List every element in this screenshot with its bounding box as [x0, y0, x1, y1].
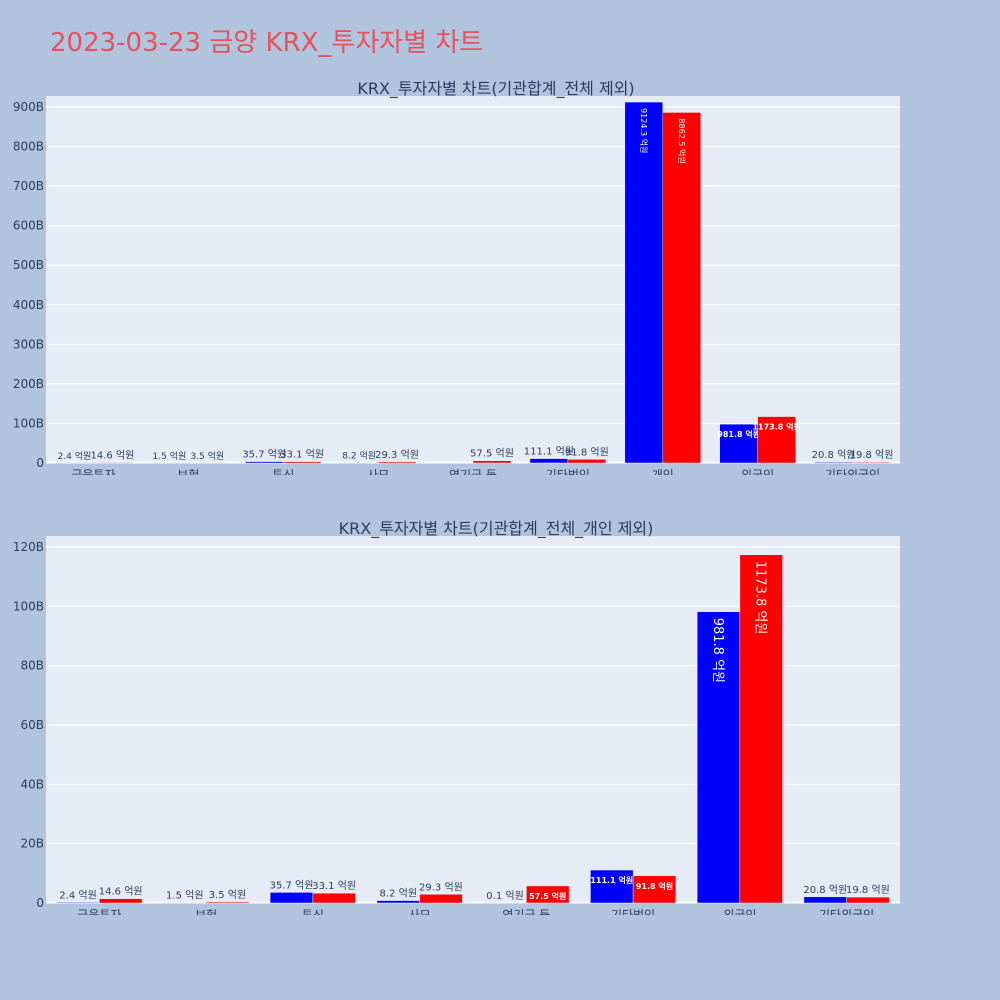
data-label: 1.5 억원	[166, 890, 203, 902]
y-tick-label: 100B	[13, 599, 44, 613]
bar	[56, 902, 100, 904]
y-tick-label: 600B	[13, 219, 44, 233]
x-tick-label: 외국인	[741, 468, 774, 475]
y-tick-label: 200B	[13, 377, 44, 391]
data-label: 19.8 억원	[850, 449, 894, 461]
bar	[526, 885, 570, 904]
x-tick-label: 기타법인	[546, 468, 590, 475]
x-tick-label: 보험	[195, 908, 217, 915]
bar	[419, 894, 463, 904]
y-tick-label: 500B	[13, 258, 44, 272]
data-label: 981.8 억원	[710, 618, 725, 683]
data-label: 8.2 억원	[380, 888, 417, 900]
bar	[269, 892, 314, 904]
bar	[852, 461, 891, 464]
data-label: 8862.5 억원	[677, 118, 687, 163]
y-tick-label: 800B	[13, 140, 44, 154]
bar	[814, 461, 853, 464]
x-tick-label: 투신	[302, 908, 324, 915]
bar	[632, 875, 677, 904]
data-label: 1173.8 억원	[752, 422, 800, 432]
y-tick-label: 0	[36, 896, 44, 910]
page-title: 2023-03-23 금양 KRX_투자자별 차트	[50, 28, 484, 58]
bar	[757, 416, 796, 464]
bar	[624, 101, 664, 464]
x-tick-label: 기타외국인	[825, 468, 880, 475]
bar	[529, 458, 569, 464]
bar	[846, 896, 890, 904]
chart-title: KRX_투자자별 차트(기관합계_전체 제외)	[357, 79, 634, 99]
x-tick-label: 기타법인	[611, 908, 655, 915]
data-label: 111.1 억원	[524, 446, 574, 458]
chart-title: KRX_투자자별 차트(기관합계_전체_개인 제외)	[339, 519, 654, 539]
bar	[803, 896, 847, 904]
bar	[205, 901, 250, 904]
data-label: 14.6 억원	[99, 886, 143, 898]
data-label: 3.5 억원	[190, 450, 224, 462]
bar	[377, 461, 417, 464]
y-tick-label: 300B	[13, 337, 44, 351]
data-label: 9124.3 억원	[639, 108, 649, 153]
data-label: 29.3 억원	[375, 449, 419, 461]
data-label: 20.8 억원	[812, 449, 856, 461]
data-label: 14.6 억원	[90, 449, 134, 461]
x-tick-label: 투신	[272, 468, 294, 475]
bar-chart-top: KRX_투자자별 차트(기관합계_전체 제외) 0 100B 200B 300B 400B…	[13, 79, 900, 475]
y-tick-label: 80B	[20, 659, 44, 673]
data-label: 19.8 억원	[846, 884, 890, 896]
data-label: 91.8 억원	[565, 446, 609, 458]
bar	[719, 423, 758, 464]
x-tick-label: 사모	[367, 468, 389, 475]
data-label: 8.2 억원	[342, 450, 376, 462]
data-label: 3.5 억원	[209, 889, 246, 901]
plot-area	[46, 96, 900, 463]
bar	[662, 112, 701, 464]
x-tick-label: 금융투자	[71, 468, 115, 475]
x-tick-label: 사모	[409, 908, 431, 915]
data-label: 1173.8 억원	[753, 561, 768, 635]
y-tick-label: 400B	[13, 298, 44, 312]
data-label: 33.1 억원	[312, 880, 356, 892]
bar	[376, 900, 420, 904]
y-tick-label: 0	[36, 456, 44, 470]
y-tick-label: 700B	[13, 179, 44, 193]
y-tick-label: 900B	[13, 100, 44, 114]
bar	[99, 898, 143, 904]
data-label: 2.4 억원	[59, 889, 96, 901]
bar	[282, 461, 322, 464]
x-tick-label: 연기금 등	[502, 908, 550, 915]
bar	[312, 892, 356, 904]
bar	[567, 459, 607, 464]
y-tick-label: 100B	[13, 416, 44, 430]
bar	[93, 462, 132, 464]
x-tick-label: 보험	[177, 468, 199, 475]
data-label: 33.1 억원	[280, 449, 324, 461]
data-label: 981.8 억원	[717, 429, 760, 439]
y-tick-label: 20B	[20, 837, 44, 851]
data-label: 2.4 억원	[58, 450, 92, 462]
data-label: 35.7 억원	[270, 879, 314, 891]
x-tick-label: 기타외국인	[819, 908, 874, 915]
y-tick-label: 40B	[20, 777, 44, 791]
bar	[739, 554, 783, 904]
x-tick-label: 개인	[652, 468, 674, 475]
x-tick-label: 외국인	[723, 908, 756, 915]
y-tick-label: 120B	[13, 540, 44, 554]
y-tick-label: 60B	[20, 718, 44, 732]
data-label: 111.1 억원	[590, 875, 633, 885]
bar	[472, 460, 512, 464]
x-tick-label: 금융투자	[77, 908, 121, 915]
data-label: 91.8 억원	[636, 881, 673, 891]
bar	[245, 461, 284, 464]
data-label: 57.5 억원	[470, 448, 514, 460]
data-label: 29.3 억원	[419, 881, 463, 893]
data-label: 57.5 억원	[529, 891, 566, 901]
bar	[590, 869, 634, 904]
data-label: 20.8 억원	[803, 884, 847, 896]
data-label: 1.5 억원	[152, 450, 186, 462]
data-label: 0.1 억원	[486, 890, 523, 902]
bar-chart-bottom: KRX_투자자별 차트(기관합계_전체_개인 제외) 0 20B 40B 60B 80B 1…	[13, 519, 900, 915]
data-label: 35.7 억원	[242, 449, 286, 461]
x-tick-label: 연기금 등	[449, 468, 497, 475]
